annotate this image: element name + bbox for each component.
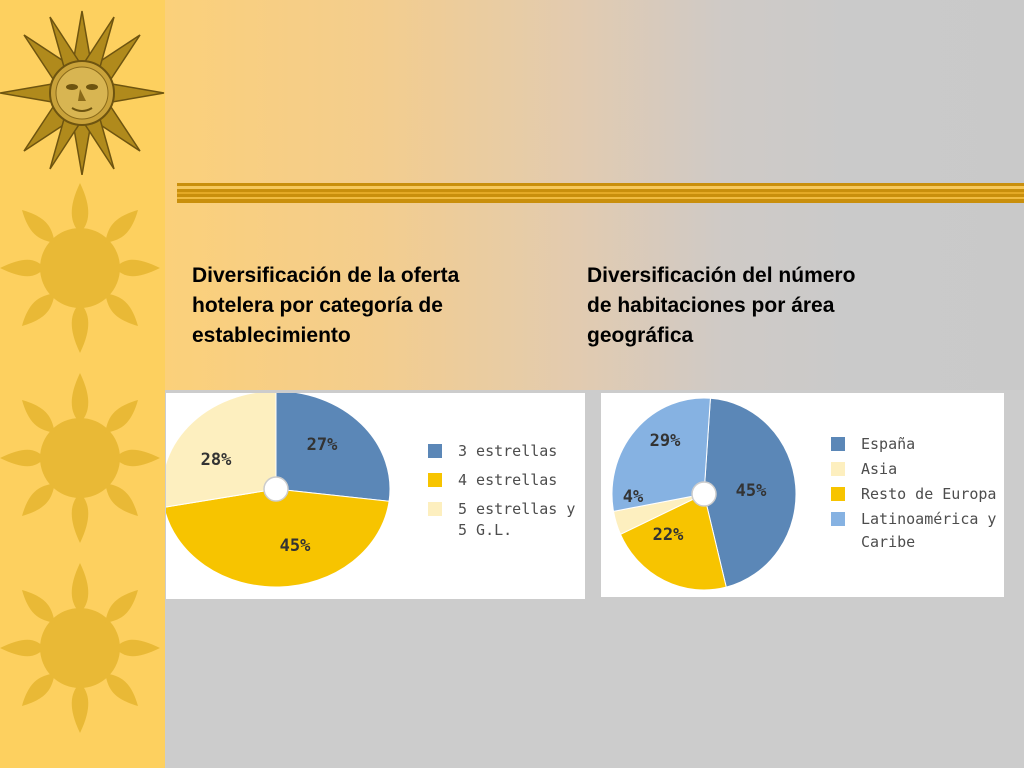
legend-label: 5 estrellas y	[458, 500, 575, 518]
pie-chart-category: 27% 45% 28% 3 estrellas 4 estrellas 5 estrell…	[161, 390, 585, 599]
sun-icon	[0, 373, 160, 543]
sun-icon	[0, 563, 160, 733]
pie-slice-4-estrellas	[163, 488, 390, 588]
caption-left: Diversificación de la oferta hotelera po…	[192, 264, 460, 347]
legend-label: 5 G.L.	[458, 521, 512, 539]
slice-value-label: 28%	[201, 450, 232, 470]
legend-label: Caribe	[861, 533, 915, 551]
slice-value-label: 4%	[623, 487, 644, 507]
pie-slice-resto-de-europa	[619, 493, 727, 591]
legend-swatch	[428, 502, 442, 516]
legend-swatch	[428, 473, 442, 487]
pie-center-hole	[263, 476, 289, 502]
legend-label: Asia	[861, 460, 897, 478]
pie-slice-latinoam-rica-y-caribe	[611, 397, 711, 512]
slice-value-label: 45%	[736, 481, 767, 501]
pie-slice-3-estrellas	[275, 390, 391, 502]
slice-value-label: 29%	[650, 431, 681, 451]
legend-label: Latinoamérica y	[861, 510, 996, 528]
medallion-sun-icon	[0, 10, 165, 175]
slice-value-label: 27%	[307, 435, 338, 455]
pie-chart-geography-svg: 45% 22% 4% 29% España Asia Resto de Europa Lati…	[611, 397, 996, 591]
gold-divider-rule	[177, 183, 1024, 203]
decorative-sidebar	[0, 0, 165, 768]
legend-swatch	[831, 487, 845, 501]
legend-label: Resto de Europa	[861, 485, 996, 503]
pie-slice-espa-a	[703, 397, 797, 588]
caption-right: Diversificación del número de habitacion…	[587, 264, 856, 347]
pie-chart-geography: 45% 22% 4% 29% España Asia Resto de Europa Lati…	[601, 393, 1004, 597]
legend-swatch	[831, 512, 845, 526]
legend-swatch	[831, 462, 845, 476]
legend-label: 4 estrellas	[458, 471, 557, 489]
sun-icon	[0, 183, 160, 353]
slice-value-label: 22%	[653, 525, 684, 545]
legend-label: España	[861, 435, 915, 453]
legend-label: 3 estrellas	[458, 442, 557, 460]
pie-center-hole	[691, 481, 717, 507]
slice-value-label: 45%	[280, 536, 311, 556]
legend-swatch	[831, 437, 845, 451]
legend-swatch	[428, 444, 442, 458]
pie-chart-category-svg: 27% 45% 28% 3 estrellas 4 estrellas 5 estrell…	[161, 390, 575, 588]
